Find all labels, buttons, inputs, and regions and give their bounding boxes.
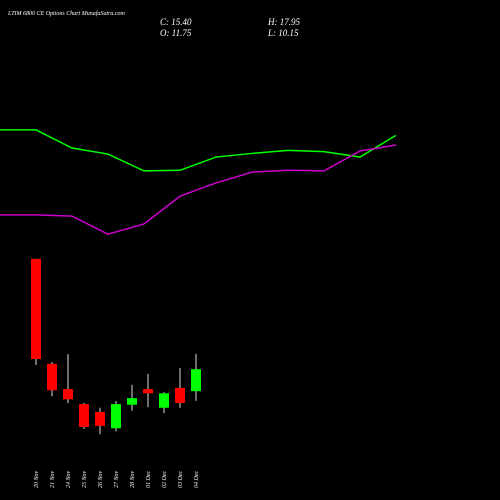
x-tick-label: 03 Dec [178,471,184,488]
x-tick-label: 25 Nov [82,470,88,488]
chart-title: LTIM 6800 CE Options Chart MunafaSutra.c… [7,10,126,17]
candle-body [111,404,121,429]
candle-body [175,387,185,403]
low-label: L: 10.15 [267,28,299,38]
candle-body [79,404,89,428]
x-tick-label: 02 Dec [162,471,168,488]
x-tick-label: 04 Dec [193,471,200,488]
candle-body [191,369,201,392]
candle-body [159,393,169,408]
candle-body [95,411,105,426]
x-tick-label: 28 Nov [130,470,136,488]
close-label: C: 15.40 [160,17,192,27]
candle-body [127,398,137,405]
open-label: O: 11.75 [160,28,192,38]
candle-body [143,389,153,394]
candle-body [47,363,57,391]
candle-body [63,389,73,400]
high-label: H: 17.95 [267,17,300,27]
x-tick-label: 01 Dec [146,471,152,488]
x-tick-label: 20 Nov [34,470,40,488]
candle-body [31,258,41,359]
x-tick-label: 27 Nov [114,470,120,488]
line-series [0,129,397,172]
x-tick-label: 24 Nov [65,470,72,488]
line-series [0,144,397,235]
x-tick-label: 21 Nov [50,470,56,488]
x-tick-label: 26 Nov [98,470,104,488]
